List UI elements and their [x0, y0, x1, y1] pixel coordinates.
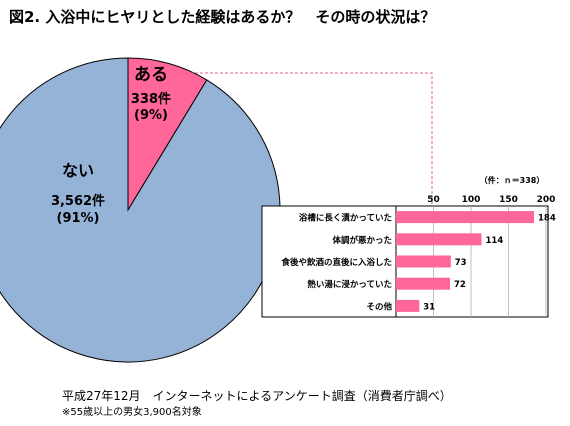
bar-category-label: その他 — [366, 301, 392, 312]
bar-category-label: 体調が悪かった — [332, 235, 392, 246]
pie-count-yes: 338件 — [131, 91, 171, 107]
bar — [396, 255, 451, 268]
bar-value-label: 72 — [454, 280, 466, 290]
source-note: 平成27年12月 インターネットによるアンケート調査（消費者庁調べ） — [62, 389, 452, 403]
pie-count-no: 3,562件 — [51, 193, 105, 209]
bar — [396, 277, 450, 290]
bar — [396, 211, 534, 224]
x-tick-label: 150 — [499, 195, 518, 205]
bar-category-label: 熱い湯に浸かっていた — [307, 279, 392, 290]
pie-slice-no — [0, 57, 281, 363]
pie-pct-no: (91%) — [57, 211, 100, 226]
chart-title: 図2. 入浴中にヒヤリとした経験はあるか？ その時の状況は？ — [9, 8, 436, 26]
bar-value-label: 184 — [538, 214, 556, 224]
pie-slice-yes — [127, 57, 208, 212]
sample-note: ※55歳以上の男女3,900名対象 — [62, 407, 202, 418]
bar-category-label: 食後や飲酒の直後に入浴した — [281, 257, 392, 268]
x-tick-label: 200 — [537, 195, 556, 205]
bar-category-label: 浴槽に長く漬かっていた — [299, 213, 392, 224]
x-tick-label: 50 — [427, 195, 440, 205]
bar — [396, 233, 482, 246]
pie-label-no: ない — [62, 161, 94, 180]
pie-chart: ある 338件(9%) ない 3,562件 (91%) — [0, 57, 281, 363]
pie-pct-yes: (9%) — [134, 108, 168, 123]
connector-line — [180, 72, 433, 206]
bar-value-label: 114 — [486, 236, 504, 246]
bar — [396, 299, 420, 312]
bar-unit-note: （件：ｎ＝338） — [480, 175, 545, 185]
bar-chart: （件：ｎ＝338） 50 100 150 200 浴槽に長く漬かっていた 184 体調が悪かっ… — [261, 175, 556, 318]
x-tick-label: 100 — [462, 195, 481, 205]
bar-value-label: 73 — [455, 258, 467, 268]
bar-value-label: 31 — [423, 302, 435, 312]
connector-lines — [180, 72, 433, 206]
pie-label-yes: ある — [134, 65, 168, 85]
